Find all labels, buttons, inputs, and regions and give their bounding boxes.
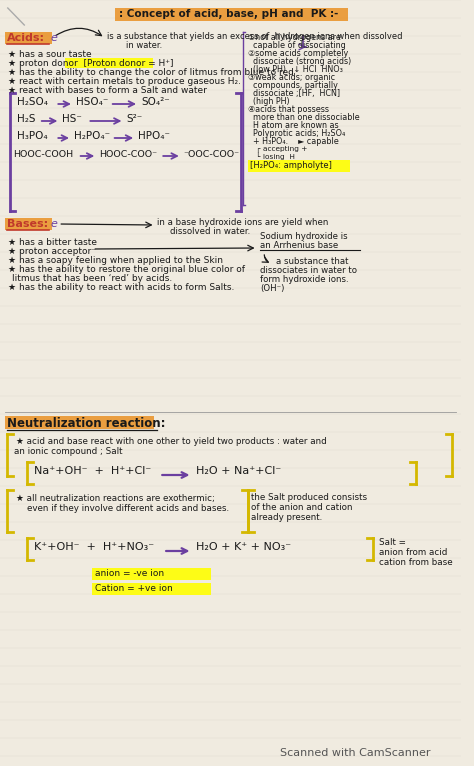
FancyBboxPatch shape bbox=[248, 160, 350, 172]
Text: already present.: already present. bbox=[251, 513, 322, 522]
Text: Scanned with CamScanner: Scanned with CamScanner bbox=[280, 748, 430, 758]
FancyBboxPatch shape bbox=[92, 583, 211, 595]
Text: dissociate (strong acids): dissociate (strong acids) bbox=[248, 57, 351, 66]
Text: in water.: in water. bbox=[127, 41, 163, 50]
Text: capable of dissociating: capable of dissociating bbox=[248, 41, 346, 50]
Text: K⁺+OH⁻  +  H⁺+NO₃⁻: K⁺+OH⁻ + H⁺+NO₃⁻ bbox=[34, 542, 154, 552]
Text: e: e bbox=[51, 33, 57, 43]
Text: ★ proton acceptor⁻: ★ proton acceptor⁻ bbox=[8, 247, 96, 256]
Text: Polyprotic acids; H₂SO₄: Polyprotic acids; H₂SO₄ bbox=[248, 129, 345, 138]
Text: even if they involve different acids and bases.: even if they involve different acids and… bbox=[16, 504, 228, 513]
Text: (high PH): (high PH) bbox=[248, 97, 290, 106]
Text: (low PH)   ↓ HCl  HNO₃: (low PH) ↓ HCl HNO₃ bbox=[248, 65, 343, 74]
Text: ①not all hydrogens are: ①not all hydrogens are bbox=[248, 33, 341, 42]
FancyBboxPatch shape bbox=[115, 8, 348, 21]
Text: [H₂PO₄: ampholyte]: [H₂PO₄: ampholyte] bbox=[250, 161, 332, 170]
Text: HOOC-COO⁻: HOOC-COO⁻ bbox=[99, 150, 157, 159]
FancyBboxPatch shape bbox=[5, 32, 52, 44]
Text: + H₃PO₄.    ► capable: + H₃PO₄. ► capable bbox=[248, 137, 338, 146]
Text: Acids:: Acids: bbox=[7, 33, 45, 43]
Text: in a base hydroxide ions are yield when: in a base hydroxide ions are yield when bbox=[157, 218, 329, 227]
Text: Salt =: Salt = bbox=[379, 538, 406, 547]
Text: HS⁻: HS⁻ bbox=[62, 114, 82, 124]
Text: H atom are known as: H atom are known as bbox=[248, 121, 338, 130]
Text: an Arrhenius base: an Arrhenius base bbox=[260, 241, 339, 250]
Text: ┌ accepting +: ┌ accepting + bbox=[255, 145, 307, 152]
Text: H₂S: H₂S bbox=[17, 114, 35, 124]
Text: e: e bbox=[51, 219, 57, 229]
Text: form hydroxide ions.: form hydroxide ions. bbox=[260, 275, 349, 284]
Text: HSO₄⁻: HSO₄⁻ bbox=[76, 97, 108, 107]
Text: more than one dissociable: more than one dissociable bbox=[248, 113, 359, 122]
Text: Na⁺+OH⁻  +  H⁺+Cl⁻: Na⁺+OH⁻ + H⁺+Cl⁻ bbox=[34, 466, 151, 476]
Text: a substance that: a substance that bbox=[276, 257, 348, 266]
Text: ③weak acids; organic: ③weak acids; organic bbox=[248, 73, 335, 82]
Text: S²⁻: S²⁻ bbox=[127, 114, 143, 124]
Text: HOOC-COOH: HOOC-COOH bbox=[14, 150, 74, 159]
Text: ★ has a sour taste: ★ has a sour taste bbox=[8, 50, 91, 59]
Text: H₂PO₄⁻: H₂PO₄⁻ bbox=[74, 131, 110, 141]
Text: (OH⁻): (OH⁻) bbox=[260, 284, 285, 293]
FancyBboxPatch shape bbox=[5, 218, 52, 230]
Text: anion = -ve ion: anion = -ve ion bbox=[95, 569, 164, 578]
Text: anion from acid: anion from acid bbox=[379, 548, 447, 557]
Text: ④acids that possess: ④acids that possess bbox=[248, 105, 329, 114]
Text: Sodium hydroxide is: Sodium hydroxide is bbox=[260, 232, 348, 241]
Text: ★ react with certain metals to produce gaseous H₂.: ★ react with certain metals to produce g… bbox=[8, 77, 241, 86]
Text: ★ proton donor  [Proton donor = H⁺]: ★ proton donor [Proton donor = H⁺] bbox=[8, 59, 173, 68]
Text: Neutralization reaction:: Neutralization reaction: bbox=[7, 417, 165, 430]
Text: ★ react with bases to form a Salt and water: ★ react with bases to form a Salt and wa… bbox=[8, 86, 207, 95]
Text: cation from base: cation from base bbox=[379, 558, 453, 567]
Text: H₂O + K⁺ + NO₃⁻: H₂O + K⁺ + NO₃⁻ bbox=[196, 542, 292, 552]
Text: SO₄²⁻: SO₄²⁻ bbox=[142, 97, 171, 107]
Text: an ionic compound ; Salt: an ionic compound ; Salt bbox=[14, 447, 122, 456]
Text: H₂SO₄: H₂SO₄ bbox=[17, 97, 47, 107]
Text: ②some acids completely: ②some acids completely bbox=[248, 49, 348, 58]
Text: compounds, partially: compounds, partially bbox=[248, 81, 337, 90]
Text: Bases:: Bases: bbox=[7, 219, 48, 229]
Text: dissolved in water.: dissolved in water. bbox=[170, 227, 250, 236]
FancyBboxPatch shape bbox=[65, 58, 153, 68]
Text: ★ has the ability to restore the original blue color of: ★ has the ability to restore the origina… bbox=[8, 265, 245, 274]
Text: dissociate ;[HF,  HCN]: dissociate ;[HF, HCN] bbox=[248, 89, 340, 98]
Text: H₃PO₄: H₃PO₄ bbox=[17, 131, 47, 141]
FancyBboxPatch shape bbox=[92, 568, 211, 580]
FancyBboxPatch shape bbox=[5, 416, 154, 429]
Text: ★ has a soapy feeling when applied to the Skin: ★ has a soapy feeling when applied to th… bbox=[8, 256, 223, 265]
Text: dissociates in water to: dissociates in water to bbox=[260, 266, 357, 275]
Text: of the anion and cation: of the anion and cation bbox=[251, 503, 352, 512]
Text: HPO₄⁻: HPO₄⁻ bbox=[138, 131, 170, 141]
Text: ★ has the ability to change the color of litmus from blue to red: ★ has the ability to change the color of… bbox=[8, 68, 294, 77]
Text: └ losing  H: └ losing H bbox=[255, 152, 294, 159]
Text: ⁻OOC-COO⁻: ⁻OOC-COO⁻ bbox=[183, 150, 240, 159]
Text: the Salt produced consists: the Salt produced consists bbox=[251, 493, 367, 502]
Text: litmus that has been ‘red’ by acids.: litmus that has been ‘red’ by acids. bbox=[12, 274, 172, 283]
Text: ★ acid and base react with one other to yield two products : water and: ★ acid and base react with one other to … bbox=[16, 437, 326, 446]
Text: Cation = +ve ion: Cation = +ve ion bbox=[95, 584, 173, 593]
Text: ★ all neutralization reactions are exothermic;: ★ all neutralization reactions are exoth… bbox=[16, 494, 214, 503]
Text: : Concept of acid, base, pH and  PK :-: : Concept of acid, base, pH and PK :- bbox=[118, 9, 338, 19]
Text: ★ has a bitter taste: ★ has a bitter taste bbox=[8, 238, 97, 247]
Text: ★ has the ability to react with acids to form Salts.: ★ has the ability to react with acids to… bbox=[8, 283, 234, 292]
Text: is a substance that yields an excess of  hydrogen ions when dissolved: is a substance that yields an excess of … bbox=[107, 32, 402, 41]
Text: H₂O + Na⁺+Cl⁻: H₂O + Na⁺+Cl⁻ bbox=[196, 466, 282, 476]
